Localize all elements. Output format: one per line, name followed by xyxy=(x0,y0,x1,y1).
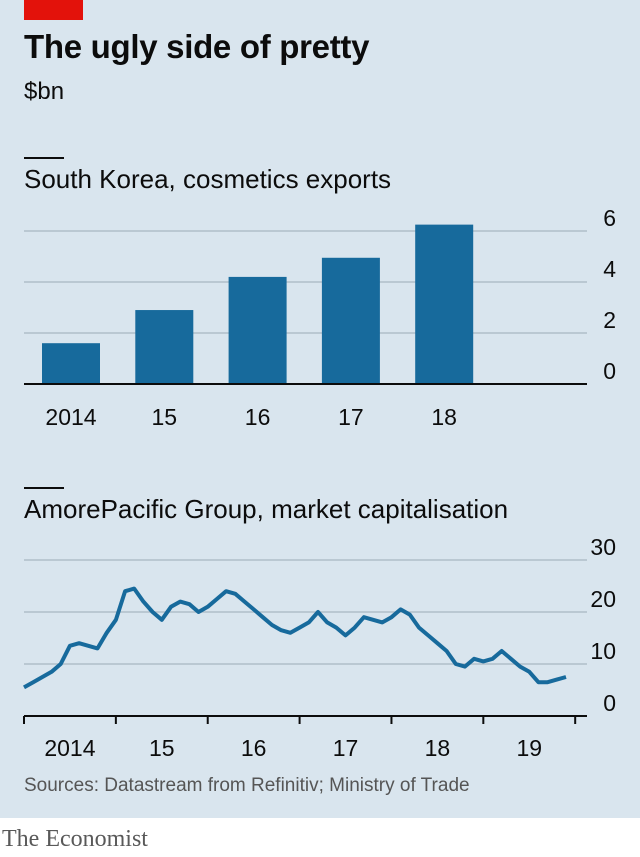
bar-x-tick-label: 18 xyxy=(431,404,457,430)
line-y-tick-label: 10 xyxy=(590,638,616,664)
line-x-tick-label: 16 xyxy=(241,735,267,761)
economist-wordmark: The Economist xyxy=(2,826,148,852)
line-y-tick-label: 30 xyxy=(590,534,616,560)
bar-x-tick-label: 17 xyxy=(338,404,364,430)
line-x-tick-label: 2014 xyxy=(44,735,95,761)
line-chart: 0 10 20 30 2014 15 16 17 18 19 xyxy=(23,534,616,761)
bar-y-tick-label: 6 xyxy=(603,205,616,231)
line-chart-title: AmorePacific Group, market capitalisatio… xyxy=(24,494,509,524)
line-y-tick-label: 0 xyxy=(603,690,616,716)
bar-15 xyxy=(135,310,194,384)
line-x-tick-label: 18 xyxy=(425,735,451,761)
bar-y-tick-label: 2 xyxy=(603,307,616,333)
bar-x-tick-label: 16 xyxy=(245,404,271,430)
line-x-tick-label: 15 xyxy=(149,735,175,761)
bar-18 xyxy=(415,224,474,384)
line-y-tick-label: 20 xyxy=(590,586,616,612)
bar-chart-title: South Korea, cosmetics exports xyxy=(24,164,392,194)
line-x-tick-label: 19 xyxy=(516,735,542,761)
bar-chart: 0 2 4 6 2014 15 16 17 18 xyxy=(24,205,616,430)
bar-16 xyxy=(228,276,287,384)
bar-x-tick-label: 15 xyxy=(152,404,178,430)
market-cap-line xyxy=(23,586,567,690)
bar-2014 xyxy=(42,343,100,384)
unit-label: $bn xyxy=(24,78,65,105)
bar-chart-rule xyxy=(24,157,64,159)
bar-17 xyxy=(321,257,380,384)
bar-y-tick-label: 0 xyxy=(603,358,616,384)
chart-title: The ugly side of pretty xyxy=(24,28,370,65)
chart-panel xyxy=(0,0,640,818)
brand-red-tag xyxy=(24,0,83,20)
line-x-tick-label: 17 xyxy=(333,735,359,761)
bar-y-tick-label: 4 xyxy=(603,256,616,282)
source-note: Sources: Datastream from Refinitiv; Mini… xyxy=(24,775,470,796)
bar-x-tick-label: 2014 xyxy=(45,404,96,430)
line-chart-rule xyxy=(24,487,64,489)
